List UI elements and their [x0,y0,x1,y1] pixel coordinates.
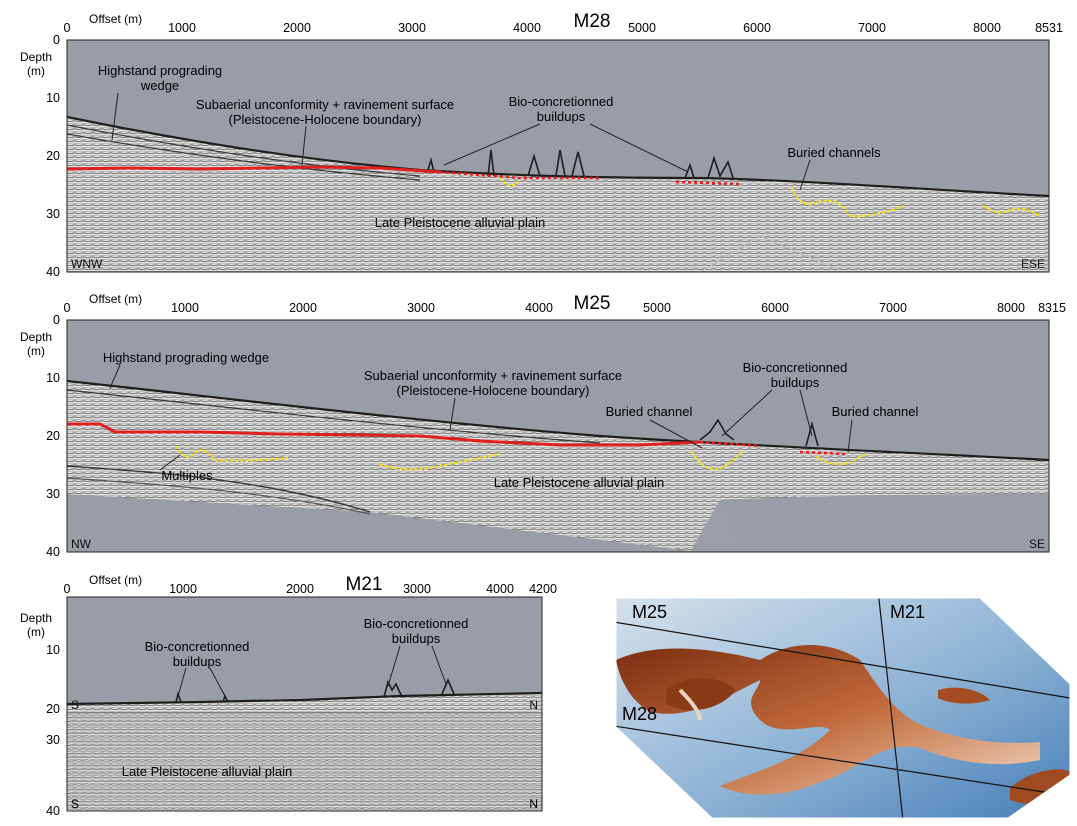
x-axis-ticks: 0 1000 2000 3000 4000 5000 6000 7000 800… [64,21,1063,35]
tick-x: 8000 [973,21,1001,35]
panel-m25: M25 Offset (m) Depth (m) Highstand progr… [20,292,1066,559]
tick-x: 1000 [171,301,199,315]
panel-m28: M28 Offset (m) Depth (m) Highstand progr… [20,11,1063,279]
tick-x: 3000 [398,21,426,35]
label-unconformity: Subaerial unconformity + ravinement surf… [196,97,454,112]
label-buildups-2: buildups [771,375,820,390]
label-wedge: Highstand prograding [98,63,222,78]
tick-x: 6000 [743,21,771,35]
x-axis-ticks: 0 1000 2000 3000 4000 5000 6000 7000 800… [64,301,1066,315]
label-unconformity-2: (Pleistocene-Holocene boundary) [397,383,590,398]
tick-y: 30 [46,487,60,501]
tick-x: 0 [64,301,71,315]
tick-y: 40 [46,545,60,559]
tick-x-max: 4200 [529,582,557,596]
label-channel-a: Buried channel [606,404,693,419]
offset-axis-label: Offset (m) [89,292,142,306]
label-unconformity-2: (Pleistocene-Holocene boundary) [229,112,422,127]
depth-axis-unit: (m) [27,64,45,78]
tick-y: 10 [46,371,60,385]
corner-right: N [529,797,538,811]
offset-axis-label: Offset (m) [89,573,142,587]
tick-x: 2000 [286,582,314,596]
label-plain: Late Pleistocene alluvial plain [122,764,293,779]
tick-y: 30 [46,733,60,747]
label-buildups-a-2: buildups [173,654,222,669]
corner-left: S [71,797,79,811]
tick-x: 4000 [525,301,553,315]
tick-x: 5000 [628,21,656,35]
label-wedge: Highstand prograding wedge [103,350,269,365]
panel-title: M25 [574,293,611,314]
label-unconformity: Subaerial unconformity + ravinement surf… [364,368,622,383]
tick-x: 2000 [289,301,317,315]
tick-x: 4000 [513,21,541,35]
depth-axis-label: Depth [20,50,52,64]
tick-x: 1000 [169,582,197,596]
tick-x: 7000 [858,21,886,35]
depth-axis-unit: (m) [27,344,45,358]
depth-axis-label: Depth [20,330,52,344]
tick-y: 30 [46,207,60,221]
corner-left: NW [71,537,92,551]
y-axis-ticks: 0 10 20 30 40 [46,33,60,279]
tick-x: 0 [64,582,71,596]
tick-y: 20 [46,702,60,716]
corner-right: N [529,698,538,712]
label-wedge-2: wedge [140,78,179,93]
label-buildups-a: Bio-concretionned [145,639,250,654]
tick-x: 8000 [997,301,1025,315]
corner-right: ESE [1021,257,1045,271]
tick-x: 1000 [168,21,196,35]
offset-axis-label: Offset (m) [89,12,142,26]
tick-x: 2000 [283,21,311,35]
label-buildups-b-2: buildups [392,631,441,646]
map-label-m28: M28 [622,704,657,724]
corner-right: SE [1029,537,1045,551]
label-plain: Late Pleistocene alluvial plain [494,475,665,490]
label-buildups: Bio-concretionned [509,94,614,109]
label-buildups-b: Bio-concretionned [364,616,469,631]
corner-left: WNW [71,257,103,271]
tick-y: 40 [46,265,60,279]
depth-axis-label: Depth [20,611,52,625]
corner-left: S [71,698,79,712]
tick-x-max: 8531 [1035,21,1063,35]
tick-x: 3000 [403,582,431,596]
depth-axis-unit: (m) [27,625,45,639]
tick-y: 0 [53,33,60,47]
label-channels: Buried channels [787,145,881,160]
tick-y: 10 [46,643,60,657]
label-buildups-2: buildups [537,109,586,124]
tick-x: 7000 [879,301,907,315]
tick-x: 0 [64,21,71,35]
tick-x: 6000 [761,301,789,315]
y-axis-ticks: 0 10 20 30 40 [46,313,60,559]
panel-title: M28 [574,11,611,32]
tick-x: 5000 [643,301,671,315]
label-plain: Late Pleistocene alluvial plain [375,215,546,230]
label-buildups: Bio-concretionned [743,360,848,375]
map-label-m21: M21 [890,602,925,622]
tick-x-max: 8315 [1038,301,1066,315]
tick-y: 40 [46,804,60,818]
tick-y: 0 [53,313,60,327]
y-axis-ticks: 10 20 [46,643,60,716]
seismic-section [67,597,542,713]
tick-x: 4000 [486,582,514,596]
tick-y: 10 [46,91,60,105]
label-multiples: Multiples [161,468,213,483]
tick-x: 3000 [407,301,435,315]
panel-title: M21 [346,574,383,595]
bathymetry-map: M25 M21 M28 [600,590,1077,826]
tick-y: 20 [46,149,60,163]
label-channel-b: Buried channel [832,404,919,419]
tick-y: 20 [46,429,60,443]
map-label-m25: M25 [632,602,667,622]
